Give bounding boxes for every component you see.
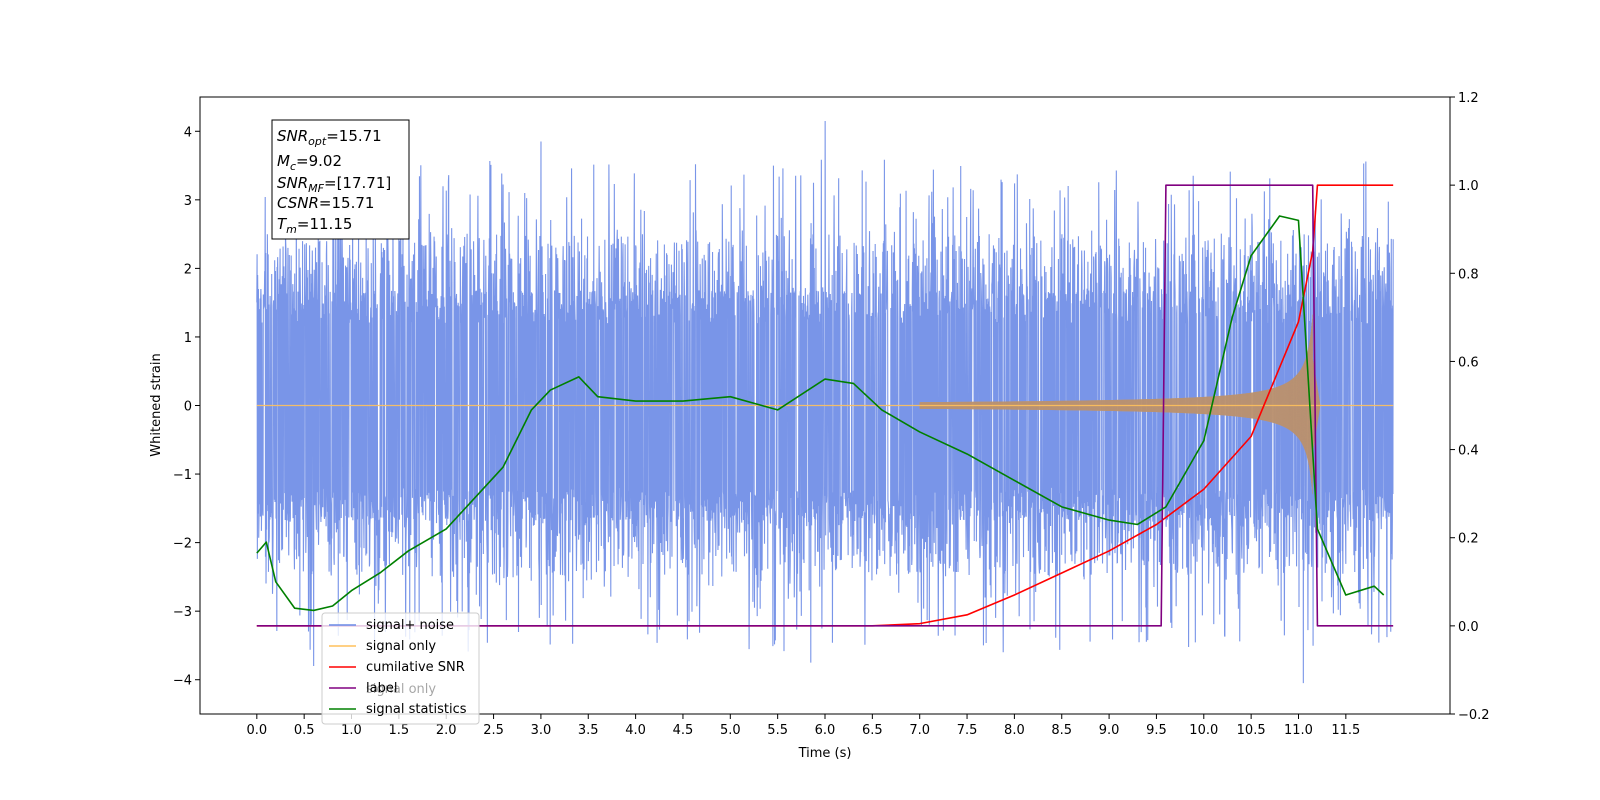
x-tick-label: 1.5 [389,723,410,738]
x-tick-label: 8.0 [1004,723,1025,738]
x-axis-ticks: 0.0 0.5 1.0 1.5 2.0 2.5 3.0 3.5 4.0 4.5 5.0 5.5 6.0 6… [246,714,1360,738]
x-tick-label: 9.5 [1146,723,1167,738]
y2-tick-label: 0.8 [1458,267,1479,282]
legend-hidden-text: signal only [366,682,436,697]
svg-text:Tm=11.15: Tm=11.15 [277,215,352,236]
annotation-snr-mf: =[17.71] [324,174,391,192]
y-tick-label: −2 [173,537,192,552]
x-tick-label: 3.5 [578,723,599,738]
legend-label: signal+ noise [366,618,454,633]
y2-tick-label: −0.2 [1458,708,1490,723]
x-tick-label: 7.5 [957,723,978,738]
y-tick-label: −3 [173,605,192,620]
x-tick-label: 11.0 [1284,723,1313,738]
svg-text:CSNR=15.71: CSNR=15.71 [277,194,374,212]
y-tick-label: 4 [184,125,192,140]
series-label [256,184,1394,627]
y-axis-left-ticks: 4 3 2 1 0 −1 −2 −3 −4 [173,125,200,689]
x-tick-label: 10.0 [1189,723,1218,738]
y2-tick-label: 1.2 [1458,91,1479,106]
x-tick-label: 3.0 [531,723,552,738]
y-tick-label: 2 [184,262,192,277]
y-axis-right-ticks: 1.2 1.0 0.8 0.6 0.4 0.2 0.0 −0.2 [1450,91,1490,723]
x-tick-label: 5.0 [720,723,741,738]
x-tick-label: 4.0 [625,723,646,738]
y-axis-label: Whitened strain [149,353,164,456]
x-tick-label: 4.5 [673,723,694,738]
legend-label: signal statistics [366,702,467,717]
y-tick-label: 0 [184,400,192,415]
annotation-box: SNRopt=15.71 Mc=9.02 SNRMF=[17.71] CSNR=… [271,119,410,240]
x-tick-label: 2.0 [436,723,457,738]
svg-text:SNRopt=15.71: SNRopt=15.71 [277,127,382,148]
series-signal-statistics [256,215,1385,612]
series-layer [256,120,1394,684]
x-tick-label: 5.5 [767,723,788,738]
x-tick-label: 10.5 [1237,723,1266,738]
x-tick-label: 6.0 [815,723,836,738]
series-signal-noise [256,120,1394,684]
x-tick-label: 0.5 [294,723,315,738]
series-signal-only-chirp [919,314,1321,495]
x-tick-label: 0.0 [246,723,267,738]
y2-tick-label: 0.4 [1458,444,1479,459]
x-tick-label: 9.0 [1099,723,1120,738]
series-cumulative-snr [256,184,1394,627]
svg-text:Mc=9.02: Mc=9.02 [277,152,342,173]
x-tick-label: 6.5 [862,723,883,738]
x-axis-label: Time (s) [798,746,852,761]
y2-tick-label: 0.2 [1458,532,1479,547]
x-tick-label: 1.0 [341,723,362,738]
annotation-snr-opt: =15.71 [326,127,382,145]
annotation-mc: =9.02 [296,152,342,170]
annotation-csnr: =15.71 [319,194,375,212]
annotation-tm: =11.15 [297,215,353,233]
y2-tick-label: 0.6 [1458,355,1479,370]
y2-tick-label: 0.0 [1458,620,1479,635]
svg-text:SNRMF=[17.71]: SNRMF=[17.71] [277,174,391,195]
y-tick-label: −4 [173,674,192,689]
y-tick-label: −1 [173,468,192,483]
y-tick-label: 3 [184,194,192,209]
y2-tick-label: 1.0 [1458,179,1479,194]
x-tick-label: 8.5 [1051,723,1072,738]
legend-label: label [366,681,397,696]
x-tick-label: 7.0 [909,723,930,738]
y-tick-label: 1 [184,331,192,346]
legend-label: signal only [366,639,436,654]
x-tick-label: 11.5 [1331,723,1360,738]
legend: signal only signal+ noise signal only cumi… [321,612,480,725]
x-tick-label: 2.5 [483,723,504,738]
legend-label: cumilative SNR [366,660,465,675]
